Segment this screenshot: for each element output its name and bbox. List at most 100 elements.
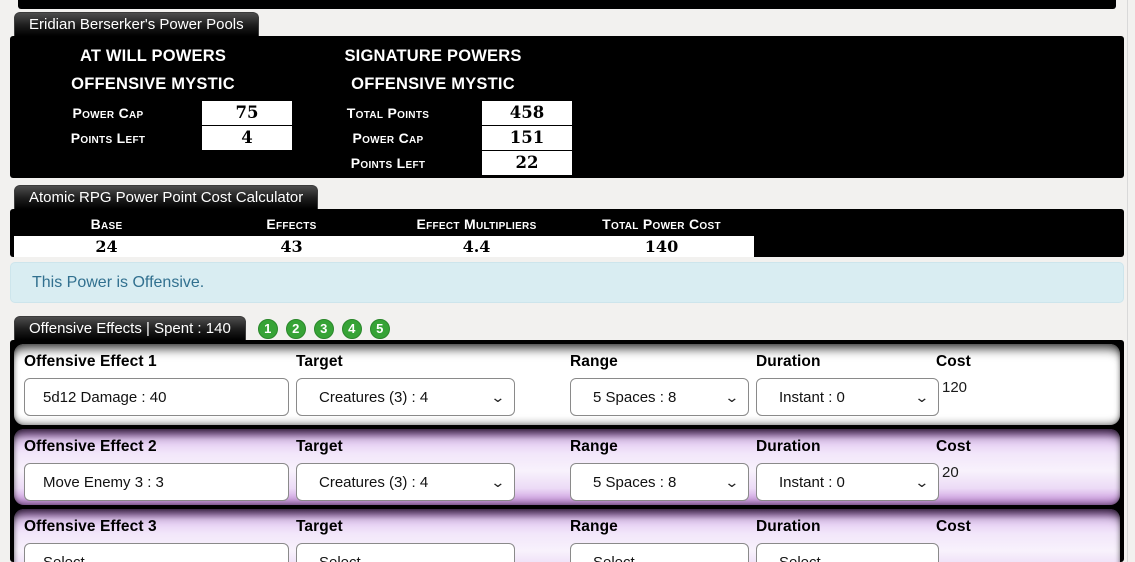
- effect-2-header-row: Offensive Effect 2 Target Range Duration…: [24, 436, 1120, 463]
- duration-column-header: Duration: [756, 518, 821, 535]
- chevron-down-icon: ⌄: [490, 389, 506, 405]
- calculator-header-row: Base Effects Effect Multipliers Total Po…: [14, 214, 1124, 235]
- selected-target: Select...: [319, 553, 374, 562]
- cost-calculator-panel: Base Effects Effect Multipliers Total Po…: [10, 209, 1124, 257]
- power-pools-panel: AT WILL POWERS OFFENSIVE MYSTIC Power Ca…: [10, 36, 1124, 178]
- at-will-power-cap-row: Power Cap 75: [14, 101, 292, 126]
- points-left-value: 4: [202, 126, 292, 150]
- page-1-button[interactable]: 1: [257, 319, 278, 339]
- effect-2-field-row: Creatures (3) : 4 ⌄ 5 Spaces : 8 ⌄ Insta…: [24, 463, 1120, 501]
- chevron-down-icon: ⌄: [914, 554, 930, 562]
- effect-2-effect-input[interactable]: [24, 463, 289, 501]
- range-column-header: Range: [570, 438, 618, 455]
- effect-1-header-row: Offensive Effect 1 Target Range Duration…: [24, 351, 1120, 378]
- signature-powers-group: SIGNATURE POWERS OFFENSIVE MYSTIC Total …: [294, 46, 572, 178]
- effect-1-cost-value: 120: [942, 379, 968, 396]
- chevron-down-icon: ⌄: [724, 554, 740, 562]
- chevron-down-icon: ⌄: [914, 474, 930, 490]
- selected-duration: Instant : 0: [779, 473, 845, 491]
- effect-2-title: Offensive Effect 2: [24, 438, 157, 455]
- page-5-button[interactable]: 5: [369, 319, 390, 339]
- tab-power-pools[interactable]: Eridian Berserker's Power Pools: [14, 12, 259, 36]
- effect-3-effect-input[interactable]: [24, 543, 289, 562]
- effect-1-field-row: Creatures (3) : 4 ⌄ 5 Spaces : 8 ⌄ Insta…: [24, 378, 1120, 416]
- power-cap-label: Power Cap: [72, 105, 144, 121]
- page-2-button[interactable]: 2: [285, 319, 306, 339]
- selected-range: 5 Spaces : 8: [593, 473, 677, 491]
- power-cap-label: Power Cap: [352, 130, 424, 146]
- cost-column-header: Cost: [936, 518, 971, 535]
- effect-1-range-select[interactable]: 5 Spaces : 8 ⌄: [570, 378, 749, 416]
- effect-multipliers-value: 4.4: [462, 237, 491, 256]
- range-column-header: Range: [570, 518, 618, 535]
- offensive-effects-panel: Offensive Effect 1 Target Range Duration…: [10, 340, 1124, 562]
- effect-3-header-row: Offensive Effect 3 Target Range Duration…: [24, 516, 1120, 543]
- previous-panel-edge: [18, 0, 1116, 9]
- power-cap-value: 75: [202, 101, 292, 125]
- chevron-down-icon: ⌄: [724, 474, 740, 490]
- effect-1-duration-select[interactable]: Instant : 0 ⌄: [756, 378, 939, 416]
- power-type-alert: This Power is Offensive.: [10, 262, 1124, 303]
- effects-header: Effects: [266, 216, 317, 232]
- signature-points-left-row: Points Left 22: [294, 151, 572, 176]
- calculator-value-row: 24 43 4.4 140: [14, 236, 754, 257]
- at-will-points-left-row: Points Left 4: [14, 126, 292, 151]
- effect-page-buttons: 1 2 3 4 5: [250, 319, 390, 339]
- effect-multipliers-header: Effect Multipliers: [416, 216, 537, 232]
- at-will-subheading: OFFENSIVE MYSTIC: [71, 75, 235, 93]
- range-column-header: Range: [570, 353, 618, 370]
- power-cap-value: 151: [482, 126, 572, 150]
- effect-1-target-select[interactable]: Creatures (3) : 4 ⌄: [296, 378, 515, 416]
- tab-offensive-effects[interactable]: Offensive Effects | Spent : 140: [14, 316, 246, 340]
- signature-heading: SIGNATURE POWERS: [344, 47, 522, 65]
- offensive-effect-2-card: Offensive Effect 2 Target Range Duration…: [14, 429, 1120, 505]
- target-column-header: Target: [296, 518, 343, 535]
- target-column-header: Target: [296, 438, 343, 455]
- signature-total-points-row: Total Points 458: [294, 101, 572, 126]
- selected-range: 5 Spaces : 8: [593, 388, 677, 406]
- page-3-button[interactable]: 3: [313, 319, 334, 339]
- points-left-label: Points Left: [350, 155, 426, 171]
- target-column-header: Target: [296, 353, 343, 370]
- effect-3-range-select[interactable]: Select... ⌄: [570, 543, 749, 562]
- chevron-down-icon: ⌄: [724, 389, 740, 405]
- total-points-value: 458: [482, 101, 572, 125]
- effect-2-duration-select[interactable]: Instant : 0 ⌄: [756, 463, 939, 501]
- total-power-cost-header: Total Power Cost: [602, 216, 721, 232]
- chevron-down-icon: ⌄: [490, 474, 506, 490]
- cost-column-header: Cost: [936, 438, 971, 455]
- effect-1-effect-input[interactable]: [24, 378, 289, 416]
- total-points-label: Total Points: [346, 105, 430, 121]
- duration-column-header: Duration: [756, 438, 821, 455]
- at-will-powers-group: AT WILL POWERS OFFENSIVE MYSTIC Power Ca…: [14, 46, 292, 178]
- effect-3-duration-select[interactable]: Select... ⌄: [756, 543, 939, 562]
- effect-1-title: Offensive Effect 1: [24, 353, 157, 370]
- effect-2-target-select[interactable]: Creatures (3) : 4 ⌄: [296, 463, 515, 501]
- selected-duration: Instant : 0: [779, 388, 845, 406]
- effect-3-cost-value: [936, 543, 1120, 562]
- effect-3-field-row: Select... ⌄ Select... ⌄ Select... ⌄: [24, 543, 1120, 562]
- chevron-down-icon: ⌄: [490, 554, 506, 562]
- cost-column-header: Cost: [936, 353, 971, 370]
- total-power-cost-value: 140: [644, 237, 679, 256]
- offensive-effect-1-card: Offensive Effect 1 Target Range Duration…: [14, 344, 1120, 425]
- base-value: 24: [95, 237, 118, 256]
- signature-power-cap-row: Power Cap 151: [294, 126, 572, 151]
- signature-subheading: OFFENSIVE MYSTIC: [351, 75, 515, 93]
- effect-2-range-select[interactable]: 5 Spaces : 8 ⌄: [570, 463, 749, 501]
- scroll-track-divider: [1127, 0, 1128, 562]
- effects-value: 43: [280, 237, 303, 256]
- effect-2-cost-value: 20: [942, 464, 959, 481]
- tab-cost-calculator[interactable]: Atomic RPG Power Point Cost Calculator: [14, 185, 319, 209]
- page-4-button[interactable]: 4: [341, 319, 362, 339]
- effect-3-target-select[interactable]: Select... ⌄: [296, 543, 515, 562]
- selected-duration: Select...: [779, 553, 834, 562]
- selected-target: Creatures (3) : 4: [319, 388, 429, 406]
- points-left-value: 22: [482, 151, 572, 175]
- chevron-down-icon: ⌄: [914, 389, 930, 405]
- selected-range: Select...: [593, 553, 648, 562]
- at-will-heading: AT WILL POWERS: [79, 47, 227, 65]
- selected-target: Creatures (3) : 4: [319, 473, 429, 491]
- effect-3-title: Offensive Effect 3: [24, 518, 157, 535]
